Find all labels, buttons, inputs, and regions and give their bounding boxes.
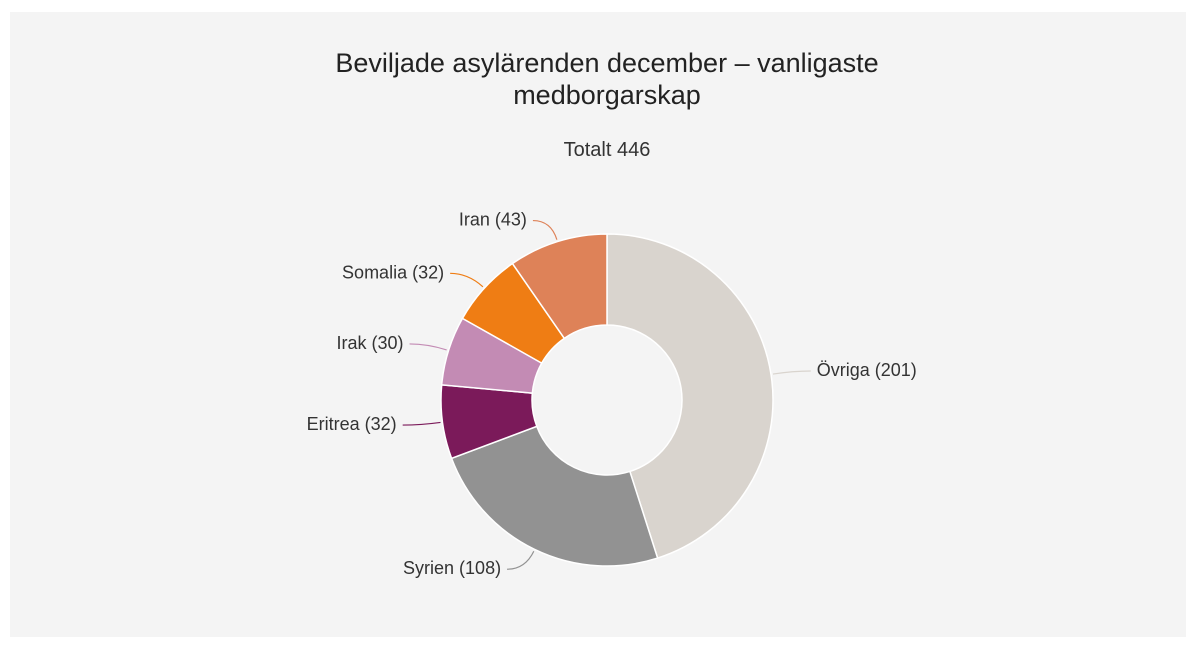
label-connector <box>402 421 441 426</box>
slice-label-name: Iran <box>459 209 490 229</box>
slice-label: Iran (43) <box>459 209 527 229</box>
slice-label-name: Irak <box>337 333 368 353</box>
donut-slice <box>606 233 774 560</box>
slice-label-value: (32) <box>412 262 444 282</box>
chart-subtitle: Totalt 446 <box>563 139 651 161</box>
donut-slice <box>511 233 608 340</box>
slice-label: Irak (30) <box>337 333 404 353</box>
label-connector <box>772 370 811 375</box>
slice-label-name: Eritrea <box>307 414 361 434</box>
slice-label: Syrien (108) <box>403 558 501 578</box>
slice-label-value: (43) <box>495 209 527 229</box>
slice-label-value: (108) <box>459 558 501 578</box>
slice-label: Övriga (201) <box>817 360 917 380</box>
slice-label: Eritrea (32) <box>307 414 397 434</box>
slice-label-name: Övriga <box>817 360 871 380</box>
label-connector <box>532 219 558 240</box>
slice-label-value: (32) <box>365 414 397 434</box>
label-connector <box>409 343 447 351</box>
slice-label-value: (201) <box>875 360 917 380</box>
slice-label-name: Somalia <box>342 262 408 282</box>
donut-slice <box>450 425 659 567</box>
slice-label-value: (30) <box>372 333 404 353</box>
slice-label: Somalia (32) <box>342 262 444 282</box>
slice-label-name: Syrien <box>403 558 454 578</box>
chart-title: Beviljade asylärenden december – vanliga… <box>335 48 879 110</box>
label-connector <box>507 550 535 570</box>
label-connector <box>450 272 484 288</box>
